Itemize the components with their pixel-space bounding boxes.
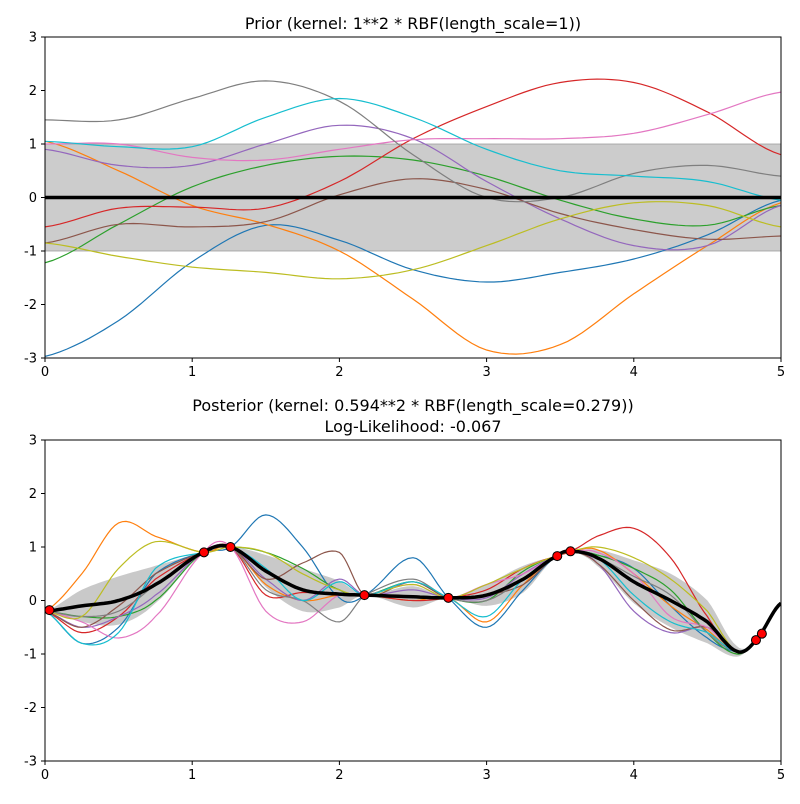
y-tick-label: -3 bbox=[24, 352, 37, 367]
sample-line-6 bbox=[45, 91, 781, 162]
y-tick-label: 1 bbox=[29, 541, 37, 556]
posterior-title: Posterior (kernel: 0.594**2 * RBF(length… bbox=[192, 396, 633, 416]
sample-line-7 bbox=[45, 80, 781, 203]
sample-line-8 bbox=[45, 201, 781, 280]
training-point bbox=[443, 592, 454, 603]
prior-title: Prior (kernel: 1**2 * RBF(length_scale=1… bbox=[245, 14, 581, 34]
x-tick-label: 2 bbox=[335, 768, 343, 783]
sample-line-9 bbox=[45, 97, 781, 201]
plot-area-0 bbox=[45, 78, 781, 357]
sample-line-4 bbox=[45, 124, 781, 251]
training-point bbox=[552, 551, 563, 562]
x-tick-label: 1 bbox=[188, 768, 196, 783]
x-tick-label: 4 bbox=[630, 768, 638, 783]
y-tick-label: -2 bbox=[24, 298, 37, 313]
x-tick-label: 0 bbox=[41, 365, 49, 380]
training-point bbox=[359, 590, 370, 601]
y-tick-label: 0 bbox=[29, 594, 37, 609]
training-point bbox=[44, 605, 55, 616]
posterior-subtitle: Log-Likelihood: -0.067 bbox=[324, 417, 501, 436]
sample-line-1 bbox=[45, 140, 781, 355]
plot-area-1 bbox=[45, 514, 781, 657]
y-tick-label: 3 bbox=[29, 31, 37, 46]
training-point bbox=[756, 628, 767, 639]
x-tick-label: 3 bbox=[482, 365, 490, 380]
y-tick-label: 2 bbox=[29, 84, 37, 99]
x-tick-label: 3 bbox=[482, 768, 490, 783]
training-point bbox=[750, 635, 761, 646]
y-tick-label: 3 bbox=[29, 434, 37, 449]
x-tick-label: 1 bbox=[188, 365, 196, 380]
y-tick-label: 1 bbox=[29, 138, 37, 153]
x-tick-label: 4 bbox=[630, 365, 638, 380]
y-tick-label: -1 bbox=[24, 648, 37, 663]
x-tick-label: 0 bbox=[41, 768, 49, 783]
training-point bbox=[198, 547, 209, 558]
y-tick-label: 0 bbox=[29, 191, 37, 206]
training-point bbox=[565, 546, 576, 557]
y-tick-label: -1 bbox=[24, 245, 37, 260]
training-point bbox=[225, 542, 236, 552]
y-tick-label: -3 bbox=[24, 755, 37, 770]
sample-line-5 bbox=[45, 178, 781, 244]
x-tick-label: 5 bbox=[777, 365, 785, 380]
y-tick-label: -2 bbox=[24, 701, 37, 716]
x-tick-label: 5 bbox=[777, 768, 785, 783]
x-tick-label: 2 bbox=[335, 365, 343, 380]
y-tick-label: 2 bbox=[29, 487, 37, 502]
